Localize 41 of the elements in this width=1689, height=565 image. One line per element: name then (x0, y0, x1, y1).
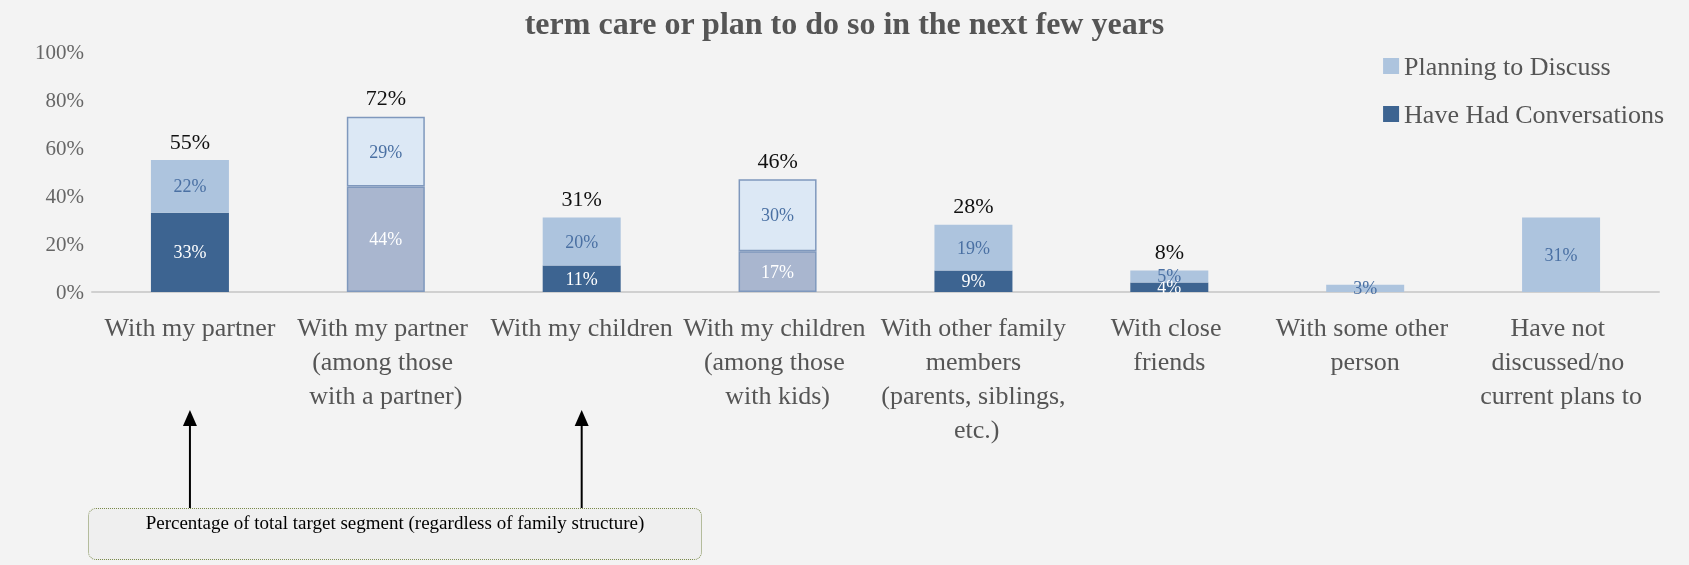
bar (150, 160, 229, 213)
x-tick-label: With other family members (parents, siblings, etc.) (880, 312, 1067, 444)
data-label: 44% (369, 229, 403, 250)
text: Percentage of total target segment (regardless of family structure) (88, 508, 702, 560)
bar (934, 270, 1013, 292)
x-tick-label: With my partner (104, 312, 276, 342)
data-label: 17% (761, 261, 795, 282)
y-tick-label: 100% (35, 40, 84, 64)
data-label: 11% (565, 268, 598, 289)
bar (934, 224, 1013, 271)
total-label: 28% (953, 193, 994, 219)
y-tick-label: 20% (45, 232, 84, 256)
x-tick-label: With my partner (among those with a partner) (297, 312, 475, 410)
data-label: 31% (1544, 244, 1578, 265)
data-label: 19% (956, 237, 990, 258)
legend-label: Planning to Discuss (1404, 51, 1611, 81)
y-tick-label: 40% (45, 184, 84, 208)
x-tick-label: With my children (490, 312, 673, 342)
bar (1522, 217, 1601, 292)
total-label: 55% (169, 128, 211, 154)
x-tick-label: With close friends (1110, 312, 1228, 376)
chart-title: term care or plan to do so in the next few years (524, 5, 1165, 41)
legend-label: Have Had Conversations (1404, 99, 1664, 129)
bar (150, 212, 229, 292)
y-tick-label: 0% (56, 280, 84, 304)
data-label: 29% (369, 141, 403, 162)
x-tick-label: With some other person (1275, 312, 1455, 376)
y-tick-label: 60% (45, 136, 84, 160)
bar (542, 217, 621, 266)
data-label: 20% (565, 231, 599, 252)
data-label: 22% (173, 176, 207, 197)
total-label: 8% (1154, 238, 1184, 264)
x-tick-label: With my children (among those with kids) (683, 312, 872, 410)
x-tick-label: Have not discussed/no current plans to (1480, 312, 1642, 410)
data-label: 9% (961, 271, 986, 292)
total-label: 46% (757, 147, 798, 173)
total-label: 31% (561, 186, 602, 212)
total-label: 72% (365, 85, 406, 111)
data-label: 30% (761, 205, 795, 226)
data-label: 33% (173, 242, 207, 263)
y-tick-label: 80% (45, 88, 84, 112)
